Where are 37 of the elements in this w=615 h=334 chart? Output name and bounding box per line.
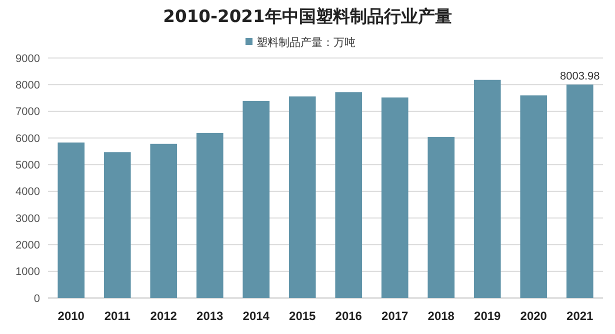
bar	[335, 92, 362, 298]
x-tick-label: 2013	[196, 309, 224, 323]
x-tick-label: 2015	[289, 309, 316, 323]
x-tick-label: 2010	[58, 309, 85, 323]
y-tick-label: 9000	[16, 52, 40, 65]
legend-label: 塑料制品产量：万吨	[256, 36, 356, 49]
x-tick-label: 2021	[566, 309, 594, 323]
x-tick-label: 2014	[242, 309, 270, 323]
x-tick-label: 2011	[104, 309, 131, 323]
x-tick-label: 2020	[520, 309, 548, 323]
data-label: 8003.98	[560, 70, 600, 83]
x-tick-label: 2016	[335, 309, 362, 323]
bar	[428, 136, 455, 298]
chart-title: 2010-2021年中国塑料制品行业产量	[163, 6, 452, 27]
y-tick-label: 6000	[16, 132, 40, 145]
x-tick-label: 2019	[474, 309, 502, 323]
y-tick-label: 1000	[16, 266, 40, 278]
y-tick-label: 7000	[16, 106, 40, 118]
bar	[566, 84, 594, 298]
bar	[288, 96, 316, 298]
bar	[381, 97, 408, 298]
y-tick-label: 5000	[16, 160, 40, 172]
y-tick-label: 8000	[16, 80, 40, 92]
x-tick-label: 2017	[382, 309, 409, 323]
x-tick-label: 2012	[150, 309, 178, 323]
bar	[150, 144, 178, 298]
y-tick-label: 3000	[16, 212, 40, 225]
bar	[474, 80, 501, 298]
y-tick-label: 4000	[16, 186, 40, 198]
bar	[58, 142, 85, 298]
y-tick-label: 2000	[16, 240, 40, 252]
bar	[520, 95, 548, 298]
x-tick-label: 2018	[428, 309, 455, 323]
bar	[104, 152, 131, 298]
y-tick-label: 0	[34, 292, 40, 305]
bar	[196, 132, 224, 298]
bar	[242, 100, 270, 298]
